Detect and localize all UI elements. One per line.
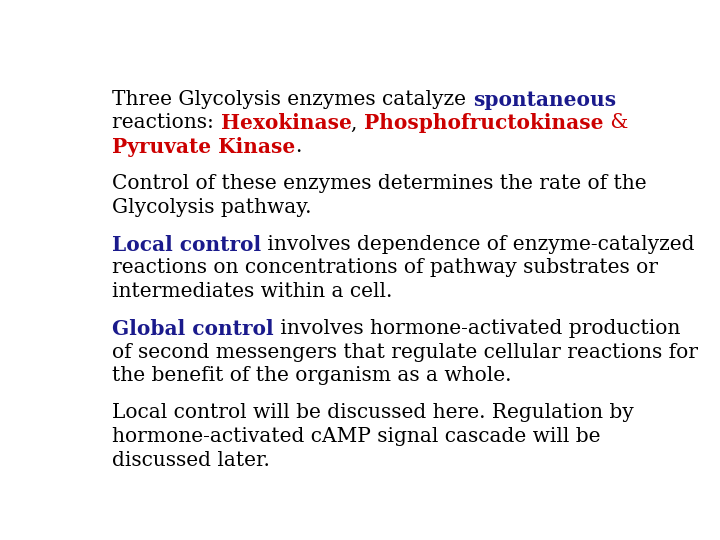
Text: .: . <box>296 137 302 156</box>
Text: ,: , <box>351 113 364 132</box>
Text: &: & <box>603 113 628 132</box>
Text: Glycolysis pathway.: Glycolysis pathway. <box>112 198 312 217</box>
Text: Local control: Local control <box>112 234 261 255</box>
Text: Local control will be discussed here. Regulation by: Local control will be discussed here. Re… <box>112 403 634 422</box>
Text: Global control: Global control <box>112 319 274 339</box>
Text: discussed later.: discussed later. <box>112 451 270 470</box>
Text: Control of these enzymes determines the rate of the: Control of these enzymes determines the … <box>112 174 647 193</box>
Text: intermediates within a cell.: intermediates within a cell. <box>112 282 392 301</box>
Text: hormone-activated cAMP signal cascade will be: hormone-activated cAMP signal cascade wi… <box>112 427 600 446</box>
Text: involves dependence of enzyme-catalyzed: involves dependence of enzyme-catalyzed <box>261 234 695 254</box>
Text: the benefit of the organism as a whole.: the benefit of the organism as a whole. <box>112 367 512 386</box>
Text: Phosphofructokinase: Phosphofructokinase <box>364 113 603 133</box>
Text: Pyruvate Kinase: Pyruvate Kinase <box>112 137 296 157</box>
Text: of second messengers that regulate cellular reactions for: of second messengers that regulate cellu… <box>112 343 698 362</box>
Text: involves hormone-activated production: involves hormone-activated production <box>274 319 680 338</box>
Text: reactions:: reactions: <box>112 113 220 132</box>
Text: Hexokinase: Hexokinase <box>220 113 351 133</box>
Text: reactions on concentrations of pathway substrates or: reactions on concentrations of pathway s… <box>112 258 658 278</box>
Text: Three Glycolysis enzymes catalyze: Three Glycolysis enzymes catalyze <box>112 90 473 109</box>
Text: spontaneous: spontaneous <box>473 90 616 110</box>
